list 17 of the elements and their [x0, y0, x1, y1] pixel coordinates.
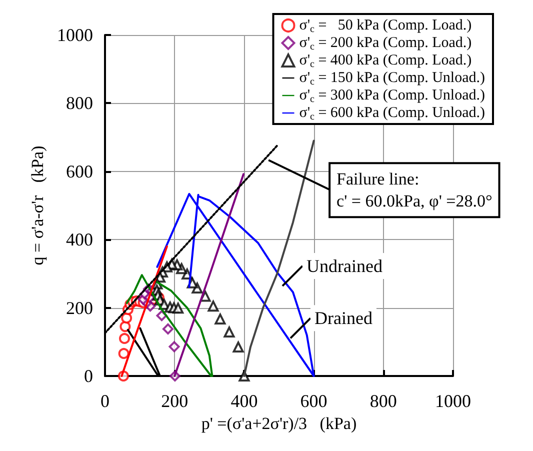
x-tick-label: 1000: [435, 391, 471, 411]
y-tick-label: 800: [66, 93, 93, 114]
annotation: Drained: [314, 308, 372, 328]
y-tick-label: 400: [66, 230, 93, 250]
y-tick-label: 1000: [57, 25, 93, 45]
x-tick-label: 600: [300, 391, 328, 411]
y-axis-title: q = σ'a-σ'r (kPa): [28, 146, 48, 266]
x-tick-label: 800: [370, 391, 397, 411]
x-tick-label: 0: [100, 391, 110, 411]
x-tick-label: 200: [161, 391, 188, 411]
y-tick-label: 200: [66, 298, 93, 318]
annotation: Undrained: [306, 256, 382, 276]
x-axis-title: p' =(σ'a+2σ'r)/3 (kPa): [201, 414, 357, 433]
x-tick-label: 400: [230, 391, 258, 411]
annotation: Failure line: c' = 60.0kPa, φ' =28.0°: [336, 170, 492, 211]
y-tick-label: 600: [66, 161, 93, 182]
y-tick-label: 0: [84, 366, 93, 386]
